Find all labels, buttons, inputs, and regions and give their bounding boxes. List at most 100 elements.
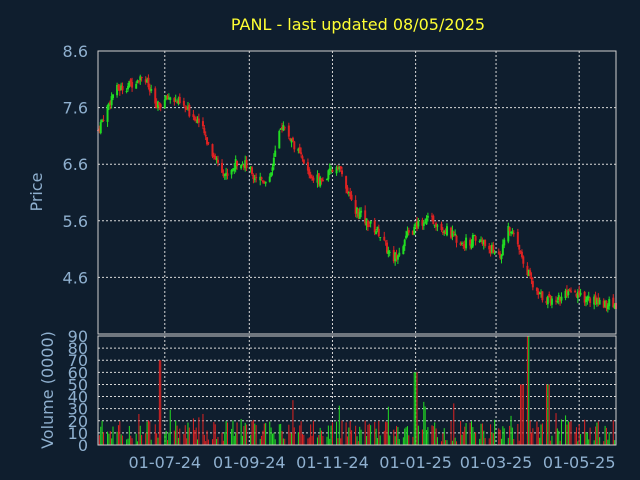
candle-body xyxy=(481,239,484,244)
candle-body xyxy=(308,169,311,176)
candle-body xyxy=(462,244,465,246)
candle-body xyxy=(338,166,341,170)
candle-body xyxy=(443,231,446,233)
candle-body xyxy=(440,223,443,230)
candle-body xyxy=(231,168,234,170)
candle-body xyxy=(212,155,215,158)
candle-body xyxy=(356,207,358,214)
candle-body xyxy=(255,177,258,179)
candle-body xyxy=(564,290,567,299)
candle-body xyxy=(383,236,386,241)
candle-body xyxy=(608,299,611,307)
candle-body xyxy=(203,128,206,134)
candle-body xyxy=(576,291,579,299)
candle-body xyxy=(268,176,271,182)
candle-body xyxy=(557,295,560,300)
candle-body xyxy=(234,159,237,170)
candle-body xyxy=(240,165,243,169)
candle-body xyxy=(403,239,406,247)
candle-body xyxy=(593,296,596,305)
price-tick-label: 7.6 xyxy=(63,99,88,118)
candle-body xyxy=(470,244,473,248)
candle-body xyxy=(263,181,266,184)
candle-body xyxy=(587,296,590,299)
candle-body xyxy=(613,304,616,309)
candle-body xyxy=(106,105,109,122)
candle-body xyxy=(595,299,598,305)
candle-body xyxy=(583,291,586,303)
candle-body xyxy=(421,219,424,226)
candle-body xyxy=(281,127,284,129)
candle-body xyxy=(575,293,578,297)
candle-body xyxy=(465,237,468,249)
candle-body xyxy=(473,235,476,237)
candle-body xyxy=(102,119,105,121)
candle-body xyxy=(317,173,320,185)
candle-body xyxy=(574,290,577,293)
candle-body xyxy=(126,85,129,90)
candle-body xyxy=(531,281,534,288)
candle-body xyxy=(173,98,176,102)
candle-body xyxy=(131,82,134,88)
candle-body xyxy=(540,292,543,294)
candle-body xyxy=(474,236,477,241)
candle-body xyxy=(497,252,500,254)
candle-body xyxy=(253,178,256,180)
candle-body xyxy=(271,167,274,172)
candle-body xyxy=(146,79,149,83)
candle-body xyxy=(101,119,104,123)
candle-body xyxy=(215,158,218,160)
candle-body xyxy=(167,97,170,100)
candle-body xyxy=(395,254,398,259)
candle-body xyxy=(349,192,352,197)
candle-body xyxy=(559,296,562,302)
candle-body xyxy=(510,231,513,234)
candle-body xyxy=(120,85,123,91)
candle-body xyxy=(503,239,506,246)
candle-body xyxy=(184,107,187,109)
candle-body xyxy=(331,170,334,172)
candle-body xyxy=(242,164,245,168)
candle-body xyxy=(490,244,493,253)
candle-body xyxy=(511,231,514,234)
candle-body xyxy=(297,148,300,151)
candle-body xyxy=(405,235,408,239)
candle-body xyxy=(512,233,515,235)
candle-body xyxy=(612,297,615,308)
price-tick-label: 5.6 xyxy=(63,212,88,231)
candle-body xyxy=(289,138,292,141)
candle-body xyxy=(445,226,448,236)
candle-body xyxy=(196,119,199,123)
candle-body xyxy=(169,97,172,100)
candle-body xyxy=(339,166,342,169)
candle-body xyxy=(388,251,391,253)
candle-body xyxy=(291,137,294,142)
candle-body xyxy=(508,227,511,232)
candle-body xyxy=(158,102,161,106)
candle-body xyxy=(365,218,368,226)
candle-body xyxy=(425,218,428,225)
candle-body xyxy=(116,84,119,96)
candle-body xyxy=(144,79,147,83)
candle-body xyxy=(594,295,597,304)
candle-body xyxy=(379,237,382,239)
candle-body xyxy=(546,296,549,305)
candle-body xyxy=(488,245,491,250)
candle-body xyxy=(186,106,189,109)
candle-body xyxy=(148,87,151,92)
date-tick-label: 01-07-24 xyxy=(128,453,201,472)
candle-body xyxy=(398,252,401,256)
candle-body xyxy=(396,255,399,260)
candle-body xyxy=(302,159,305,164)
candle-body xyxy=(316,174,319,183)
price-axis-label: Price xyxy=(27,172,46,211)
candle-body xyxy=(433,224,436,226)
volume-tick-label: 30 xyxy=(68,400,88,419)
candle-body xyxy=(568,289,571,292)
candle-body xyxy=(328,168,331,171)
candle-body xyxy=(140,77,143,79)
candle-body xyxy=(107,103,110,107)
candle-body xyxy=(424,222,427,224)
candle-body xyxy=(413,226,416,235)
